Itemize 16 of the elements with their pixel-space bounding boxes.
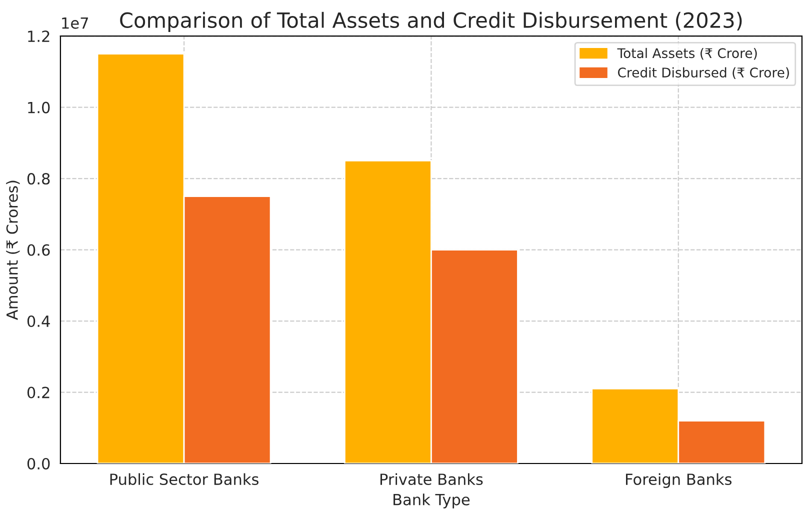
x-axis-title: Bank Type: [394, 494, 470, 508]
x-tick-label: Public Sector Banks: [110, 473, 258, 486]
y-tick-label: 0.6: [27, 244, 50, 256]
legend-label: Total Assets (₹ Crore): [617, 48, 757, 60]
y-tick-label: 1.2: [28, 30, 50, 42]
chart-title: Comparison of Total Assets and Credit Disbursement (2023): [120, 12, 742, 32]
text: 1e7: [62, 17, 88, 29]
legend-label: Credit Disbursed (₹ Crore): [618, 67, 789, 80]
y-axis-title: Amount (₹ Crores): [6, 180, 20, 320]
y-tick-label: 0.0: [27, 458, 50, 470]
x-tick-label: Foreign Banks: [626, 473, 732, 488]
x-tick-label: Private Banks: [380, 473, 483, 486]
y-tick-label: 0.8: [27, 173, 50, 185]
y-tick-label: 0.2: [27, 386, 50, 398]
y-tick-label: 0.4: [27, 315, 50, 328]
y-tick-label: 1.0: [28, 102, 50, 114]
